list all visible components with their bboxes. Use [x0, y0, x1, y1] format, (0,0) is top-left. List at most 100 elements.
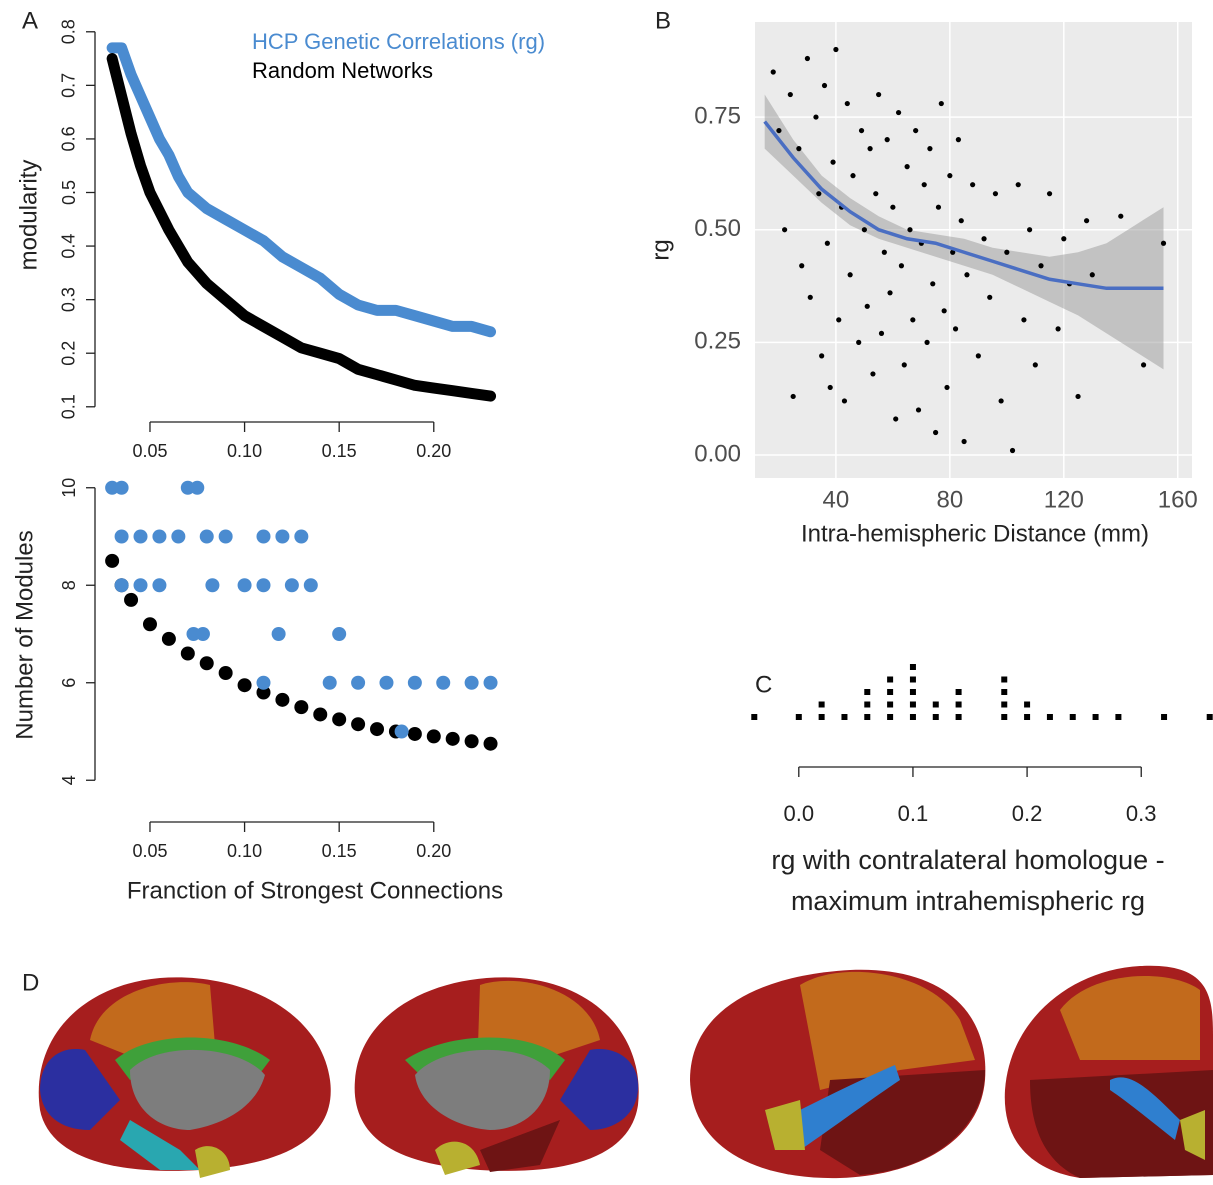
dot-column	[796, 714, 802, 720]
point	[190, 481, 204, 495]
point	[304, 578, 318, 592]
y-axis-label: rg	[647, 239, 674, 260]
point	[256, 530, 270, 544]
dot-column	[887, 677, 893, 721]
y-tick-label: 0.5	[59, 180, 79, 205]
x-tick-label: 120	[1044, 486, 1084, 513]
point	[993, 191, 998, 196]
dot	[1070, 714, 1076, 720]
brain-medial-right	[355, 977, 639, 1175]
point	[275, 530, 289, 544]
point	[987, 295, 992, 300]
dot-column	[841, 714, 847, 720]
point	[865, 304, 870, 309]
point	[771, 69, 776, 74]
point	[200, 656, 214, 670]
point	[256, 578, 270, 592]
x-tick-label: 0.3	[1126, 801, 1157, 826]
dot-column	[819, 702, 825, 721]
x-tick-label: 0.1	[898, 801, 929, 826]
point	[873, 191, 878, 196]
point	[294, 700, 308, 714]
point	[134, 578, 148, 592]
point	[924, 340, 929, 345]
point	[981, 236, 986, 241]
point	[882, 250, 887, 255]
point	[956, 137, 961, 142]
point	[115, 481, 129, 495]
point	[238, 578, 252, 592]
dot-column	[1024, 702, 1030, 721]
point	[1090, 272, 1095, 277]
point	[1027, 227, 1032, 232]
dot-column	[1161, 714, 1167, 720]
dot	[910, 714, 916, 720]
point	[887, 290, 892, 295]
point	[171, 530, 185, 544]
point	[152, 530, 166, 544]
y-tick-label: 0.4	[59, 234, 79, 259]
dot	[1024, 714, 1030, 720]
y-axis-label: Number of Modules	[11, 530, 38, 739]
point	[285, 578, 299, 592]
dot	[1207, 714, 1213, 720]
figure: D	[0, 0, 1213, 1185]
dot	[796, 714, 802, 720]
point	[939, 101, 944, 106]
point	[896, 110, 901, 115]
dot	[956, 714, 962, 720]
point	[848, 272, 853, 277]
point	[1061, 236, 1066, 241]
y-tick-label: 0.1	[59, 394, 79, 419]
point	[776, 128, 781, 133]
point	[828, 385, 833, 390]
point	[836, 317, 841, 322]
point	[970, 182, 975, 187]
point	[808, 295, 813, 300]
dot	[864, 702, 870, 708]
point	[205, 578, 219, 592]
dot-column	[1001, 677, 1007, 721]
x-tick-label: 0.05	[132, 841, 167, 861]
point	[870, 371, 875, 376]
point	[1161, 241, 1166, 246]
point	[219, 666, 233, 680]
series-line	[112, 59, 490, 397]
point	[930, 281, 935, 286]
point	[332, 712, 346, 726]
point	[408, 676, 422, 690]
point	[907, 227, 912, 232]
point	[370, 722, 384, 736]
point	[484, 676, 498, 690]
x-tick-label: 40	[823, 486, 850, 513]
dot	[887, 689, 893, 695]
point	[379, 676, 393, 690]
x-tick-label: 0.20	[416, 841, 451, 861]
dot	[864, 714, 870, 720]
point	[833, 47, 838, 52]
x-tick-label: 0.15	[322, 841, 357, 861]
point	[947, 173, 952, 178]
point	[124, 593, 138, 607]
point	[219, 530, 233, 544]
y-tick-label: 0.25	[694, 328, 741, 355]
dot	[956, 689, 962, 695]
dot	[1001, 677, 1007, 683]
y-tick-label: 0.50	[694, 215, 741, 242]
point	[484, 737, 498, 751]
point	[427, 729, 441, 743]
point	[953, 326, 958, 331]
dot-column	[864, 689, 870, 720]
dot	[887, 702, 893, 708]
y-tick-label: 4	[59, 775, 79, 785]
y-tick-label: 0.2	[59, 341, 79, 366]
point	[332, 627, 346, 641]
dot-column	[910, 664, 916, 720]
x-axis-label: maximum intrahemispheric rg	[791, 886, 1145, 916]
dot	[887, 714, 893, 720]
dot	[1001, 689, 1007, 695]
dot-column	[956, 689, 962, 720]
dot	[910, 677, 916, 683]
point	[885, 137, 890, 142]
x-tick-label: 160	[1158, 486, 1198, 513]
